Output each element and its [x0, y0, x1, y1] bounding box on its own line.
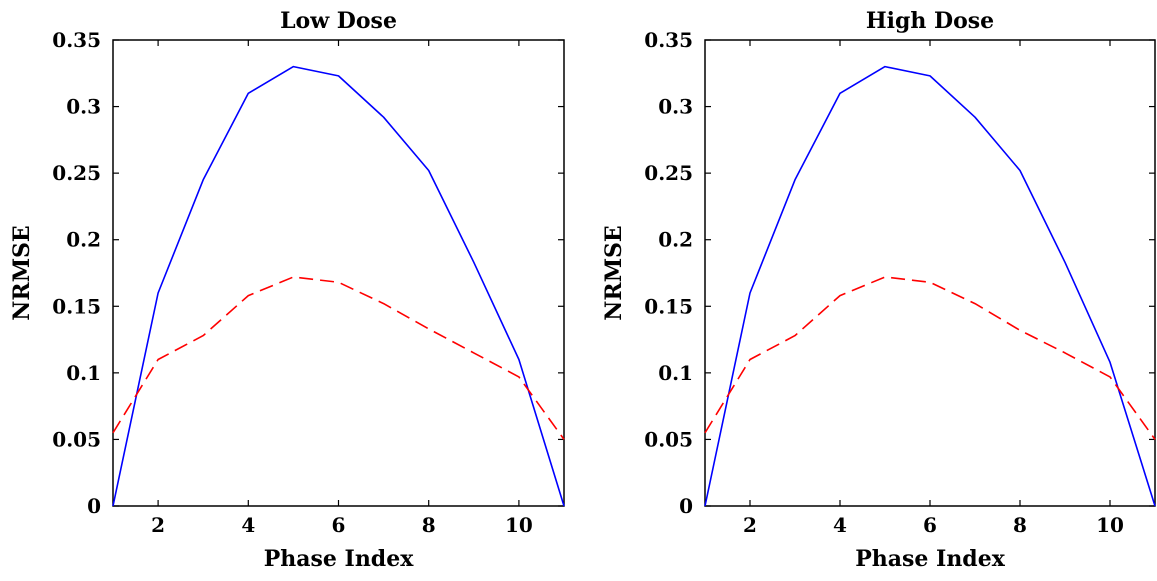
series-line-dashed — [704, 276, 1156, 440]
x-axis-label: Phase Index — [264, 546, 415, 572]
chart-panel-2: High Dose 0 0.05 0.1 0.15 0.2 0.25 0.3 0.35 2 4 6 8 1… — [601, 8, 1156, 572]
x-tick-label: 10 — [1096, 513, 1124, 537]
y-tick-label: 0.15 — [52, 294, 101, 318]
series-line-solid — [112, 65, 565, 507]
x-tick-label: 4 — [833, 513, 847, 537]
plot-area-frame — [112, 39, 565, 507]
y-tick-label: 0.2 — [658, 228, 693, 252]
y-tick-label: 0.25 — [644, 161, 693, 185]
x-tick-label: 8 — [1013, 513, 1027, 537]
x-tick-label: 2 — [151, 513, 165, 537]
chart-panel-1: Low Dose 0 0.05 0.1 0.15 0.2 0.25 0.3 0.35 2 4 6 8 10… — [9, 8, 565, 572]
y-tick-label: 0 — [679, 494, 693, 518]
chart-title: Low Dose — [280, 8, 397, 34]
y-tick-label: 0.35 — [52, 28, 101, 52]
x-tick-label: 8 — [422, 513, 436, 537]
y-tick-label: 0.05 — [644, 427, 693, 451]
y-tick-label: 0.3 — [66, 95, 101, 119]
x-tick-label: 10 — [505, 513, 533, 537]
y-tick-label: 0.2 — [66, 228, 101, 252]
x-tick-label: 2 — [743, 513, 757, 537]
series-line-dashed — [112, 276, 565, 440]
y-tick-label: 0.05 — [52, 427, 101, 451]
y-tick-label: 0.1 — [658, 361, 693, 385]
x-tick-label: 6 — [332, 513, 346, 537]
chart-title: High Dose — [866, 8, 994, 34]
y-axis-label: NRMSE — [9, 225, 35, 320]
plot-area-frame — [704, 39, 1156, 507]
y-tick-label: 0.15 — [644, 294, 693, 318]
series-line-solid — [704, 65, 1156, 507]
y-tick-label: 0.25 — [52, 161, 101, 185]
x-tick-label: 6 — [923, 513, 937, 537]
x-axis-label: Phase Index — [855, 546, 1006, 572]
y-tick-label: 0.1 — [66, 361, 101, 385]
y-tick-label: 0.35 — [644, 28, 693, 52]
y-tick-label: 0 — [87, 494, 101, 518]
y-axis-label: NRMSE — [601, 225, 627, 320]
x-tick-label: 4 — [241, 513, 255, 537]
y-tick-label: 0.3 — [658, 95, 693, 119]
